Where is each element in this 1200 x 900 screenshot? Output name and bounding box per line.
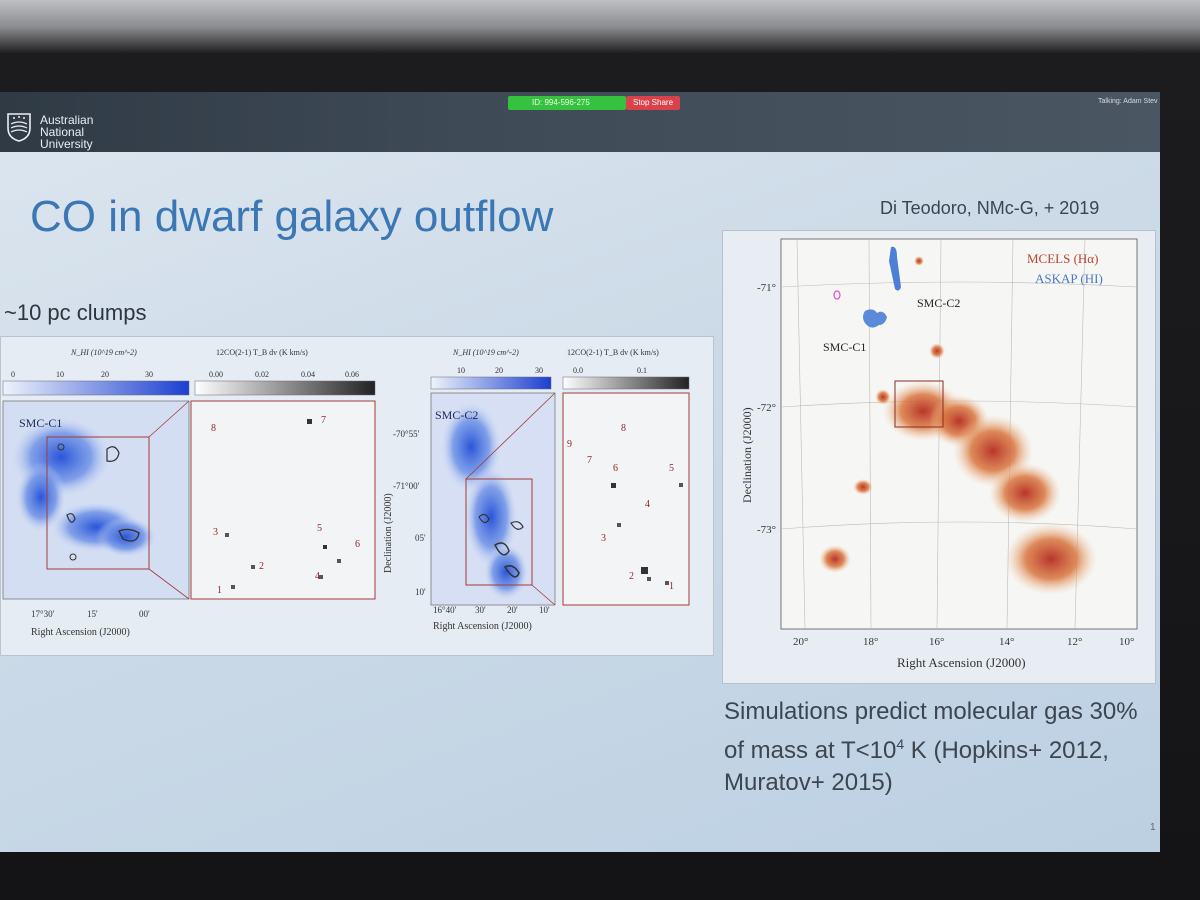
slide-citation: Di Teodoro, NMc-G, + 2019 [880,198,1100,218]
c1-hi-tick: 30 [145,370,153,379]
c1-co-colorbar [194,380,376,396]
c2-clump-number: 7 [587,455,592,466]
map-ra-tick: 12° [1067,636,1082,648]
c2-co-colorbar [562,376,690,390]
c1-cloud-label: SMC-C1 [19,416,62,430]
talking-indicator: Talking: Adam Stev [1098,98,1158,105]
c2-clump-number: 1 [669,581,674,592]
c2-clump-number: 3 [601,533,606,544]
c2-clump-number: 9 [567,439,572,450]
legend-hi: ASKAP (HI) [1035,271,1103,286]
c2-dec-tick: 05' [415,533,426,543]
c1-clump-number: 7 [321,415,326,426]
map-dec-tick: -71° [757,282,776,294]
c2-xaxis-label: Right Ascension (J2000) [433,621,532,632]
c1-clump-number: 2 [259,561,264,572]
c2-co-tick: 0.0 [573,366,583,375]
c2-hi-map [430,392,556,606]
c2-dec-tick: -70°55' [393,429,420,439]
c1-clump-number: 3 [213,527,218,538]
slide-subtitle: ~10 pc clumps [4,300,147,325]
c1-co-tick: 0.00 [209,370,223,379]
c1-co-map [190,400,376,600]
c2-hi-colorbar [430,376,552,390]
c2-clump-number: 8 [621,423,626,434]
c1-hi-colorbar-label: N_HI (10^19 cm^-2) [70,348,137,357]
c1-ra-tick: 17°30' [31,609,55,619]
slide-header-bar: Australian National University ID: 994-5… [0,92,1160,152]
c1-hi-map [2,400,190,600]
map-dec-tick: -72° [757,402,776,414]
simulation-note: Simulations predict molecular gas 30% of… [724,696,1164,799]
c1-co-tick: 0.04 [301,370,315,379]
simulation-note-text: Simulations predict molecular gas 30% of… [724,698,1138,764]
simulation-note-exponent: 4 [896,736,905,752]
c2-clump-number: 4 [645,499,650,510]
c1-clump-number: 5 [317,523,322,534]
c2-co-colorbar-label: 12CO(2-1) T_B dv (K km/s) [567,348,659,357]
c2-ra-tick: 10' [539,605,550,615]
slide-title: CO in dwarf galaxy outflow [30,192,554,241]
map-label-c2: SMC-C2 [917,296,960,310]
simulation-note-text-2: K (Hopkins+ 2012, Muratov+ 2015) [724,737,1109,796]
c2-ra-tick: 30' [475,605,486,615]
c2-cloud-label: SMC-C2 [435,408,478,422]
stop-share-button[interactable]: Stop Share [626,96,680,110]
map-dec-tick: -73° [757,524,776,536]
c2-co-map [562,392,690,606]
clump-maps-figure: N_HI (10^19 cm^-2) 0 10 20 30 12CO(2-1) … [0,336,714,656]
c1-co-tick: 0.02 [255,370,269,379]
map-yaxis-label: Declination (J2000) [740,407,754,503]
anu-logo-text: Australian National University [40,114,120,150]
map-ra-tick: 14° [999,636,1014,648]
zoom-meeting-id-badge[interactable]: ID: 994-596-275 [508,96,626,110]
slide-page-number: 1 [1150,822,1156,833]
hi-clouds [833,246,901,328]
map-ra-tick: 18° [863,636,878,648]
map-label-c1: SMC-C1 [823,340,866,354]
c1-hi-tick: 10 [56,370,64,379]
c2-hi-colorbar-label: N_HI (10^19 cm^-2) [452,348,519,357]
meeting-id-text: ID: 994-596-275 [532,98,590,107]
zoom-box [894,380,944,428]
anu-crest-icon [7,113,31,142]
c1-clump-number: 4 [315,571,320,582]
c2-clump-number: 6 [613,463,618,474]
map-gridlines [780,238,1138,630]
logo-line: National [40,125,85,139]
c2-hi-tick: 10 [457,366,465,375]
c1-hi-tick: 20 [101,370,109,379]
logo-line: Australian [40,113,94,127]
map-ra-tick: 16° [929,636,944,648]
stop-share-label: Stop Share [632,98,674,107]
c1-hi-colorbar [2,380,190,396]
c1-clump-number: 8 [211,423,216,434]
c1-clump-number: 6 [355,539,360,550]
c2-dec-tick: -71°00' [393,481,420,491]
c2-co-tick: 0.1 [637,366,647,375]
c1-clump-number: 1 [217,585,222,596]
legend-halpha: MCELS (Hα) [1027,251,1098,266]
c1-xaxis-label: Right Ascension (J2000) [31,627,130,638]
projected-slide: Australian National University ID: 994-5… [0,92,1160,852]
c2-ra-tick: 20' [507,605,518,615]
c2-dec-tick: 10' [415,587,426,597]
smc-overview-figure: MCELS (Hα) ASKAP (HI) SMC-C1 SMC-C2 -71°… [722,230,1156,684]
c1-co-colorbar-label: 12CO(2-1) T_B dv (K km/s) [216,348,308,357]
c2-clump-number: 2 [629,571,634,582]
c1-ra-tick: 15' [87,609,98,619]
c1-hi-tick: 0 [11,370,15,379]
c1-ra-tick: 00' [139,609,150,619]
c2-ra-tick: 16°40' [433,605,457,615]
c2-clump-number: 5 [669,463,674,474]
c2-hi-tick: 20 [495,366,503,375]
c1-co-tick: 0.06 [345,370,359,379]
map-ra-tick: 20° [793,636,808,648]
c2-hi-tick: 30 [535,366,543,375]
c2-yaxis-label: Declination (J2000) [383,493,394,573]
map-ra-tick: 10° [1119,636,1134,648]
logo-line: University [40,137,93,151]
map-xaxis-label: Right Ascension (J2000) [897,655,1026,670]
